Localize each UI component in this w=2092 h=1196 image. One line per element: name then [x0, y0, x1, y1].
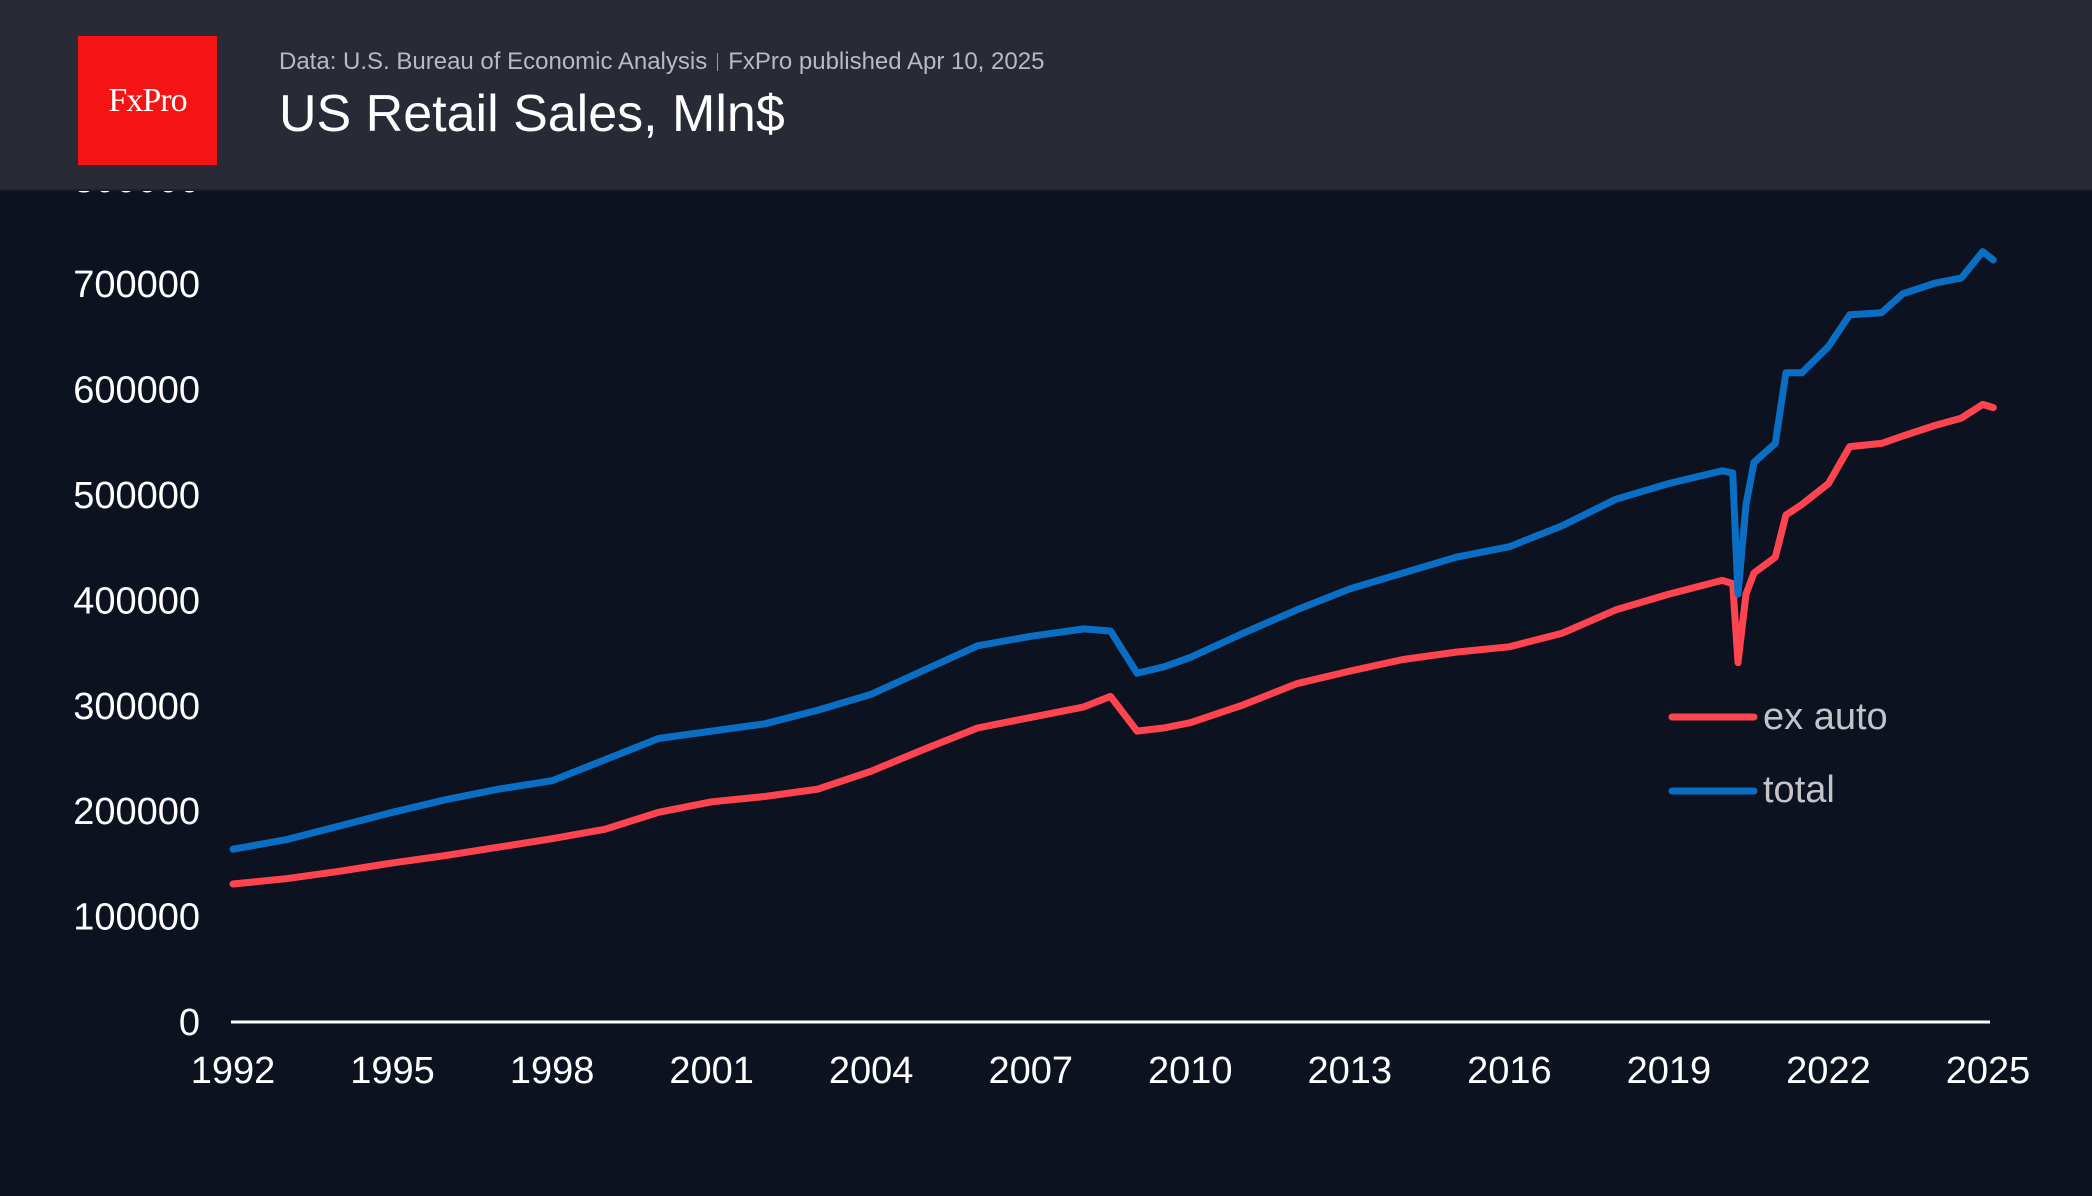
legend-label-ex-auto: ex auto	[1763, 696, 1888, 738]
published-text: FxPro published Apr 10, 2025	[728, 48, 1045, 75]
y-axis: 0 100000 200000 300000 400000 500000 600000 700…	[73, 159, 200, 1044]
y-tick-label: 300000	[73, 686, 200, 728]
x-tick-label: 2004	[829, 1050, 914, 1092]
logo-text: FxPro	[108, 81, 187, 119]
header: FxPro Data: U.S. Bureau of Economic Anal…	[0, 0, 2092, 191]
x-tick-label: 2007	[988, 1050, 1073, 1092]
series-line-total	[229, 248, 1997, 853]
x-tick-label: 1995	[350, 1050, 435, 1092]
x-tick-label: 1992	[191, 1050, 276, 1092]
legend: ex auto total	[1668, 696, 1888, 811]
page-title: US Retail Sales, Mln$	[279, 85, 785, 143]
x-tick-label: 2001	[669, 1050, 754, 1092]
series-lines	[229, 248, 1997, 888]
y-tick-label: 500000	[73, 475, 200, 517]
subtitle: Data: U.S. Bureau of Economic Analysis Fx…	[279, 48, 1044, 76]
y-tick-label: 100000	[73, 897, 200, 939]
fxpro-logo: FxPro	[78, 36, 217, 165]
source-text: Data: U.S. Bureau of Economic Analysis	[279, 48, 708, 75]
x-tick-label: 2013	[1308, 1050, 1393, 1092]
separator	[717, 53, 719, 71]
x-tick-label: 2022	[1786, 1050, 1871, 1092]
legend-label-total: total	[1763, 769, 1835, 811]
y-tick-label: 0	[179, 1002, 200, 1044]
y-tick-label: 200000	[73, 791, 200, 833]
series-line-ex-auto	[229, 400, 1997, 888]
x-axis: 1992 1995 1998 2001 2004 2007 2010 2013 2016 2019…	[191, 1050, 2031, 1092]
x-tick-label: 2025	[1946, 1050, 2031, 1092]
x-tick-label: 2019	[1627, 1050, 1712, 1092]
y-tick-label: 700000	[73, 264, 200, 306]
x-tick-label: 2016	[1467, 1050, 1552, 1092]
y-tick-label: 400000	[73, 580, 200, 622]
x-tick-label: 1998	[510, 1050, 595, 1092]
y-tick-label: 600000	[73, 370, 200, 412]
x-tick-label: 2010	[1148, 1050, 1233, 1092]
